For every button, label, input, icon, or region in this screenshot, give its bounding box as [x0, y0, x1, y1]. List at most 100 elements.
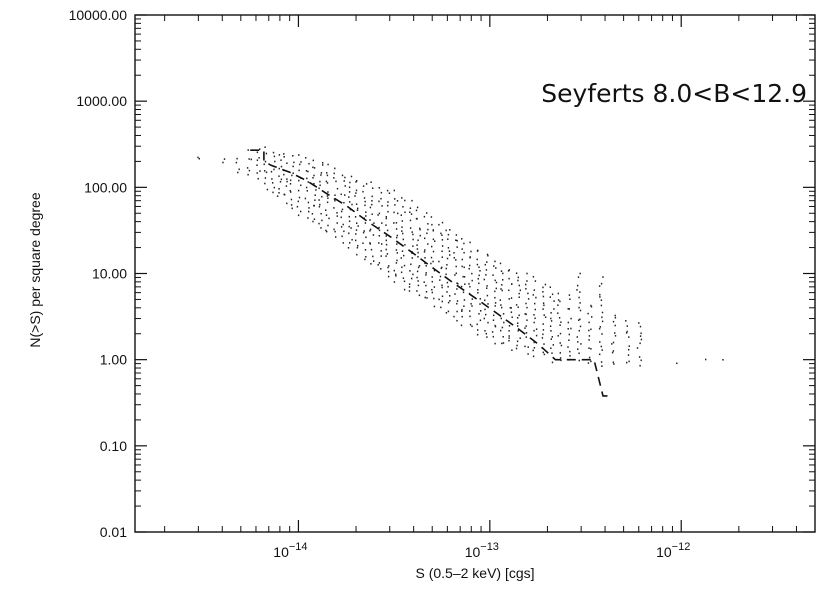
sample-point	[500, 317, 502, 320]
sample-point	[502, 313, 505, 315]
sample-point	[419, 227, 421, 230]
sample-point	[423, 281, 425, 283]
sample-point	[334, 194, 336, 196]
sample-point	[567, 308, 569, 310]
sample-point	[348, 196, 350, 198]
sample-point	[410, 263, 412, 266]
sample-point	[501, 289, 503, 292]
sample-point	[312, 159, 314, 162]
sample-point	[292, 165, 294, 168]
sample-point	[380, 255, 382, 257]
sample-point	[425, 284, 427, 287]
sample-point	[676, 362, 678, 365]
sample-point	[325, 209, 327, 211]
sample-point	[508, 325, 511, 327]
sample-point	[385, 243, 388, 246]
sample-point	[408, 286, 411, 288]
sample-point	[273, 168, 275, 171]
sample-point	[370, 248, 373, 251]
x-tick-exponent: −13	[480, 541, 499, 553]
sample-point	[279, 181, 282, 183]
y-axis-ticks: 0.01 0.10 1.00 10.00 100.00 1000.00 10000.00	[69, 7, 815, 540]
sample-point	[578, 319, 580, 321]
sample-point	[553, 300, 555, 302]
sample-point	[508, 269, 510, 271]
sample-point	[365, 215, 367, 217]
sample-point	[433, 305, 436, 308]
sample-point	[312, 177, 314, 179]
sample-point	[560, 321, 562, 323]
sample-point	[502, 336, 504, 338]
y-tick-label: 0.10	[100, 438, 127, 454]
sample-point	[393, 281, 396, 283]
sample-point	[446, 257, 449, 260]
sample-point	[320, 172, 323, 174]
sample-point	[456, 246, 458, 248]
sample-point	[362, 242, 364, 244]
sample-point	[418, 265, 421, 267]
sample-point	[305, 170, 308, 172]
sample-point	[469, 241, 471, 244]
sample-point	[318, 222, 320, 225]
sample-point	[401, 220, 403, 222]
sample-point	[354, 195, 356, 197]
sample-point	[286, 202, 288, 205]
sample-point	[354, 216, 357, 218]
sample-point	[602, 276, 604, 278]
sample-point	[431, 288, 433, 291]
sample-point	[290, 204, 293, 206]
sample-point	[264, 170, 266, 172]
sample-point	[461, 238, 463, 240]
sample-point	[433, 269, 436, 272]
sample-point	[340, 226, 343, 228]
sample-point	[371, 195, 373, 198]
sample-point	[559, 357, 562, 359]
sample-point	[357, 244, 359, 247]
sample-point	[378, 200, 380, 203]
y-tick-label: 10000.00	[69, 7, 128, 23]
sample-point	[557, 292, 559, 295]
sample-point	[478, 266, 480, 268]
sample-point	[501, 284, 503, 286]
sample-point	[484, 330, 486, 332]
sample-point	[321, 219, 323, 222]
sample-point	[478, 313, 480, 315]
sample-point	[544, 316, 547, 318]
sample-point	[441, 245, 444, 247]
sample-point	[396, 234, 398, 237]
sample-point	[441, 256, 443, 258]
sample-point	[362, 185, 365, 187]
sample-point	[550, 312, 552, 314]
sample-point	[318, 205, 321, 208]
sample-point	[576, 336, 578, 338]
sample-point	[380, 268, 382, 270]
sample-point	[579, 272, 581, 275]
sample-point	[270, 170, 273, 173]
sample-point	[456, 239, 458, 242]
sample-point	[471, 325, 473, 328]
sample-point	[502, 342, 505, 344]
sample-point	[283, 173, 285, 176]
sample-point	[256, 159, 259, 161]
sample-point	[434, 240, 436, 242]
sample-point	[550, 317, 552, 320]
sample-point	[462, 291, 465, 294]
sample-point	[364, 249, 367, 251]
sample-point	[394, 204, 396, 206]
sample-point	[349, 242, 351, 244]
model-line-dashed	[250, 149, 612, 397]
sample-point	[499, 262, 502, 265]
sample-point	[327, 191, 329, 193]
sample-point	[577, 276, 580, 278]
sample-point	[412, 233, 414, 236]
sample-point	[341, 235, 343, 238]
sample-point	[587, 312, 589, 315]
sample-point	[273, 186, 275, 189]
sample-point	[577, 348, 579, 350]
sample-point	[441, 266, 443, 269]
sample-point	[485, 313, 487, 316]
sample-point	[416, 206, 419, 209]
sample-point	[558, 317, 561, 319]
sample-point	[579, 318, 581, 321]
sample-point	[612, 350, 615, 352]
